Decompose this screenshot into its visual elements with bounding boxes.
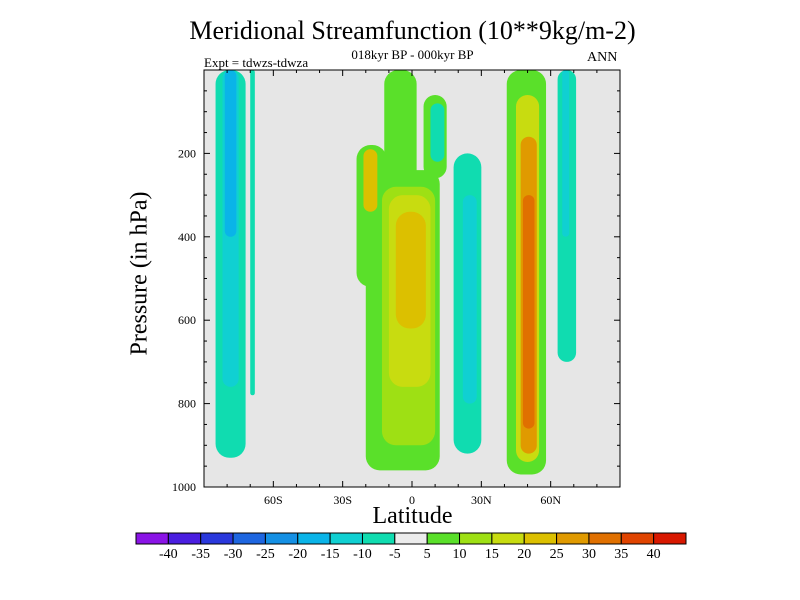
colorbar-label: -25 — [256, 547, 275, 562]
x-tick-label: 30S — [333, 493, 352, 507]
contour-band-12 — [430, 103, 445, 162]
contour-band-14 — [462, 195, 477, 404]
colorbar-label: -15 — [321, 547, 340, 562]
colorbar-swatch — [556, 532, 590, 545]
contour-band-20 — [562, 70, 570, 237]
contour-band-9 — [395, 211, 426, 329]
contour-band-18 — [522, 195, 535, 429]
colorbar-label: -10 — [353, 547, 372, 562]
chart-title: Meridional Streamfunction (10**9kg/m-2) — [189, 16, 636, 45]
colorbar-swatch — [394, 532, 428, 545]
colorbar-swatch — [232, 532, 266, 545]
contour-band-2 — [224, 70, 237, 237]
y-tick-label: 600 — [178, 313, 196, 327]
y-tick-label: 800 — [178, 397, 196, 411]
colorbar-label: 15 — [485, 547, 499, 562]
colorbar-swatch — [135, 532, 169, 545]
colorbar-label: 5 — [424, 547, 431, 562]
colorbar-swatch — [491, 532, 525, 545]
contour-band-10 — [363, 149, 378, 212]
x-tick-label: 60N — [540, 493, 561, 507]
colorbar-swatch — [361, 532, 396, 545]
colorbar-label: 35 — [614, 547, 628, 562]
x-axis-label: Latitude — [372, 503, 453, 529]
colorbar-swatch — [426, 532, 461, 545]
colorbar-swatch — [329, 532, 363, 545]
colorbar-label: 40 — [647, 547, 661, 562]
x-tick-label: 0 — [409, 493, 415, 507]
colorbar-swatch — [620, 532, 655, 545]
colorbar-label: -30 — [224, 547, 243, 562]
colorbar-swatch — [200, 532, 234, 545]
colorbar-swatch — [264, 532, 299, 545]
colorbar-label: 25 — [550, 547, 564, 562]
colorbar-label: -5 — [389, 547, 401, 562]
colorbar-label: 10 — [453, 547, 467, 562]
colorbar-swatch — [167, 532, 202, 545]
colorbar-swatch — [297, 532, 331, 545]
y-tick-label: 400 — [178, 230, 196, 244]
colorbar-label: 30 — [582, 547, 596, 562]
colorbar-swatch — [459, 532, 493, 545]
chart-subtitle: 018kyr BP - 000kyr BP — [351, 47, 474, 62]
colorbar-label: -40 — [159, 547, 178, 562]
x-tick-label: 60S — [264, 493, 283, 507]
x-tick-label: 30N — [471, 493, 492, 507]
colorbar-label: -20 — [288, 547, 307, 562]
y-tick-label: 1000 — [172, 480, 196, 494]
colorbar-swatch — [588, 532, 622, 545]
colorbar-label: 20 — [517, 547, 531, 562]
colorbar-swatch — [523, 532, 558, 545]
contour-band-3 — [250, 70, 255, 396]
colorbar-label: -35 — [191, 547, 210, 562]
season-label: ANN — [587, 50, 618, 65]
experiment-label: Expt = tdwzs-tdwza — [204, 55, 309, 70]
colorbar-swatch — [653, 532, 687, 545]
y-tick-label: 200 — [178, 146, 196, 160]
